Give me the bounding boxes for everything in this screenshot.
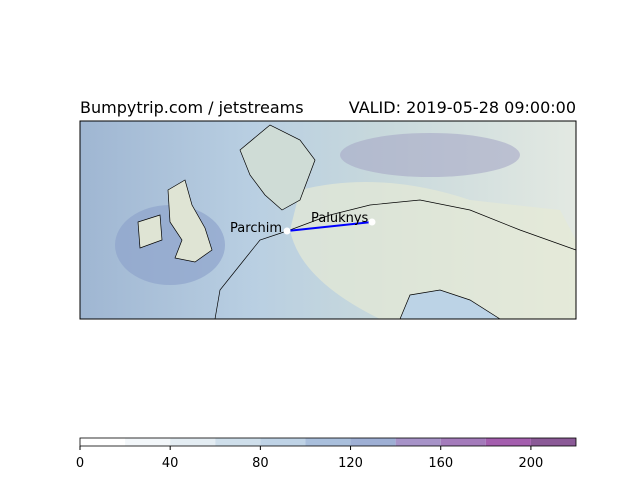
ireland xyxy=(137,214,163,249)
coastline xyxy=(214,199,577,320)
jet-core xyxy=(340,133,520,177)
colorbar: 0 40 80 120 160 200 xyxy=(76,437,577,471)
colorbar-segment xyxy=(350,438,396,446)
colorbar-segment xyxy=(170,438,216,446)
place-label: Paluknys xyxy=(311,211,369,226)
place-label: Parchim xyxy=(230,221,282,236)
colorbar-segment xyxy=(305,438,351,446)
map: Parchim Paluknys xyxy=(79,120,577,320)
colorbar-segment xyxy=(125,438,171,446)
colorbar-segment xyxy=(485,438,531,446)
map-frame xyxy=(79,120,577,320)
colorbar-segment xyxy=(80,438,126,446)
colorbar-frame xyxy=(79,437,577,447)
colorbar-segment xyxy=(215,438,261,446)
tick-label: 80 xyxy=(252,456,269,471)
place-marker xyxy=(283,227,291,235)
place-marker xyxy=(368,218,376,226)
header-left: Bumpytrip.com / jetstreams xyxy=(80,98,304,117)
colorbar-segment xyxy=(440,438,486,446)
tick-label: 120 xyxy=(338,456,363,471)
route xyxy=(286,221,373,232)
tick-label: 200 xyxy=(518,456,543,471)
tick-label: 40 xyxy=(162,456,179,471)
colorbar-segment xyxy=(530,438,576,446)
scandinavia xyxy=(239,124,316,211)
tick-label: 160 xyxy=(428,456,453,471)
colorbar-segment xyxy=(395,438,441,446)
colorbar-segment xyxy=(260,438,306,446)
header-right: VALID: 2019-05-28 09:00:00 xyxy=(349,98,576,117)
tick-label: 0 xyxy=(76,456,84,471)
land xyxy=(290,182,576,319)
great-britain xyxy=(167,179,213,263)
